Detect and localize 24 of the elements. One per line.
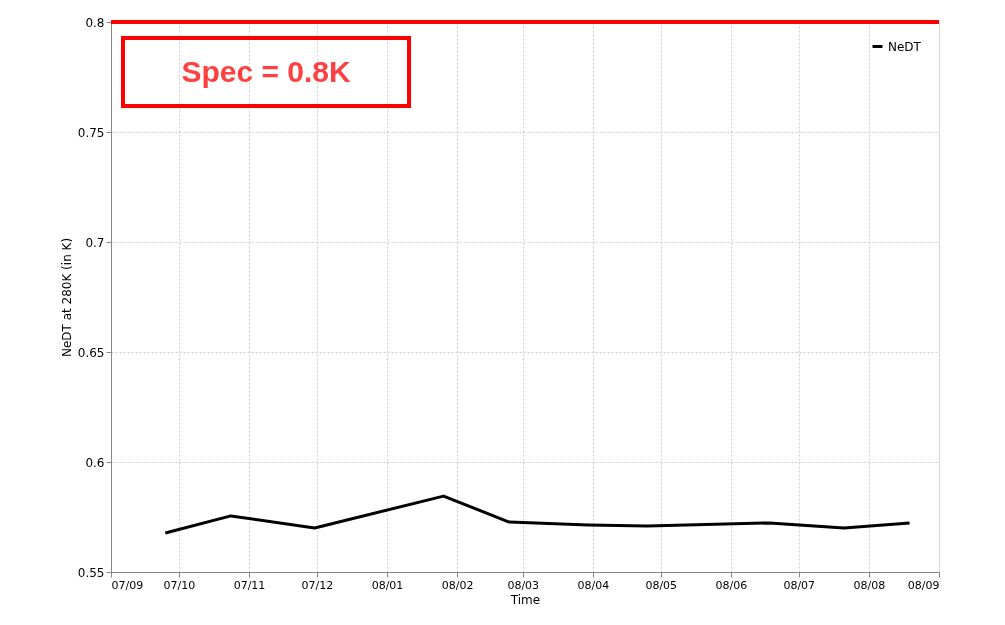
x-tick-label: 08/01: [371, 578, 404, 592]
y-tick-label: 0.75: [77, 125, 105, 140]
x-tick-label: 08/07: [783, 578, 816, 592]
x-tick-label: 07/10: [163, 578, 196, 592]
x-tick-label: 08/04: [577, 578, 610, 592]
x-tick-label: 08/02: [441, 578, 474, 592]
x-tick-label: 07/12: [301, 578, 334, 592]
y-tick-label: 0.55: [77, 565, 105, 580]
y-tick-label: 0.8: [85, 15, 105, 30]
line-series: [163, 494, 912, 535]
x-tick-label: 07/11: [233, 578, 266, 592]
y-axis-title: NeDT at 280K (in K): [59, 237, 74, 358]
x-tick-label: 08/05: [645, 578, 678, 592]
x-tick-label: 08/08: [853, 578, 886, 592]
x-axis-title: Time: [509, 592, 541, 607]
x-tick-label: 08/03: [507, 578, 540, 592]
x-tick-label: 08/06: [715, 578, 748, 592]
x-tick-label: 08/09: [907, 578, 940, 592]
y-tick-label: 0.7: [85, 235, 105, 250]
y-tick-label: 0.6: [85, 455, 105, 470]
x-tick-label: 07/09: [111, 578, 144, 592]
ref-line-label: Spec = 0.8K: [181, 55, 351, 88]
legend-label: NeDT: [888, 39, 922, 54]
y-tick-label: 0.65: [77, 345, 105, 360]
